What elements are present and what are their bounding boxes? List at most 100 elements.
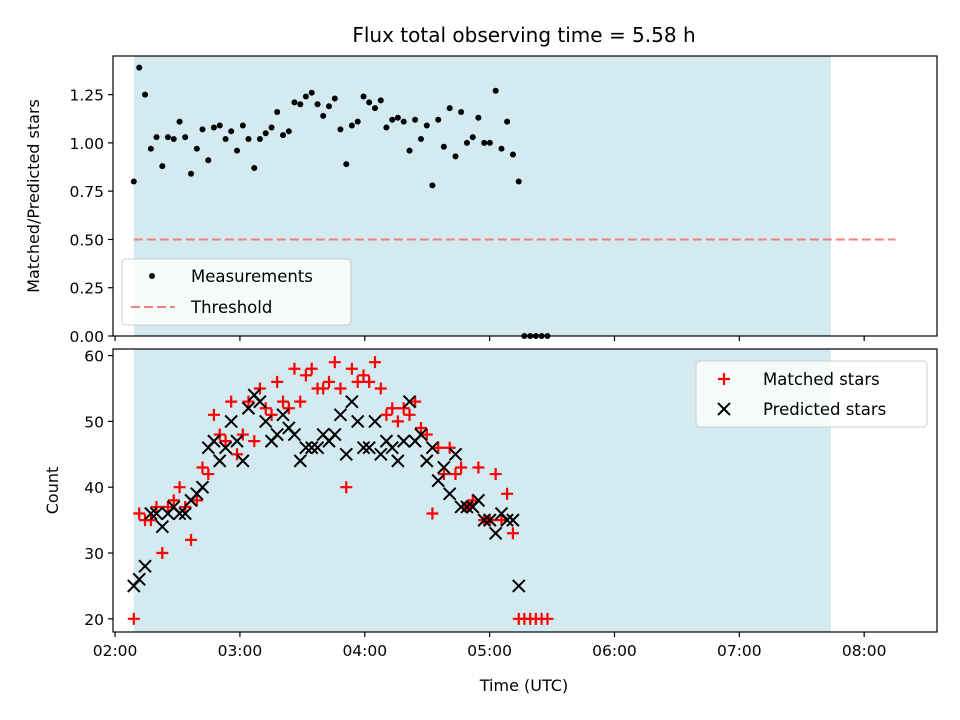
legend-matched-label: Matched stars [763,370,880,389]
measurement-point [509,151,516,158]
predicted-stars-point [448,447,463,462]
matched-stars-point [190,494,203,507]
measurement-point [302,93,309,100]
measurement-point [142,91,149,98]
matched-stars-point [420,428,433,441]
matched-stars-point [225,395,238,408]
measurement-point [429,182,436,189]
matched-stars-point [248,435,261,448]
measurement-point [435,116,442,123]
measurement-point [504,118,511,125]
predicted-stars-point [195,480,210,494]
top-axes-frame [112,55,938,337]
top-y-axis-label: Matched/Predicted stars [24,99,43,293]
measurement-point [354,118,361,125]
measurement-point [320,112,327,119]
measurement-point [188,170,195,177]
predicted-stars-point [287,427,302,442]
matched-stars-point [495,514,508,527]
measurement-point [182,134,189,141]
measurement-point [423,122,430,129]
measurement-point [268,124,275,131]
predicted-stars-point [368,414,382,429]
measurement-point [360,93,367,100]
measurement-points [130,64,551,339]
matched-stars-points [127,356,554,625]
predicted-stars-point [213,454,227,468]
matched-stars-point [236,428,249,441]
measurement-point [291,99,298,106]
x-tick-label: 07:00 [717,642,762,660]
predicted-stars-point [241,401,256,415]
predicted-stars-point [488,526,503,540]
predicted-stars-point [425,441,440,455]
top-y-tick-label: 0.75 [69,183,104,201]
matched-stars-point [317,382,330,395]
legend-predicted-label: Predicted stars [763,400,886,419]
predicted-stars-point [437,460,451,475]
measurement-point [348,122,355,129]
bottom-y-tick-label: 40 [84,479,104,497]
matched-stars-point [414,421,427,434]
bottom-legend: Matched stars Predicted stars [695,360,928,428]
matched-stars-point [253,382,266,395]
measurement-point [262,130,269,137]
matched-stars-point [391,415,404,428]
count-panel: 20 30 40 50 60 02:00 03:00 04:00 05:00 06:00 07:0… [43,348,938,695]
measurement-point [458,109,465,115]
measurement-point [492,87,499,94]
measurement-point [245,136,252,143]
measurement-point [377,97,384,104]
matched-stars-point [265,408,278,421]
predicted-stars-points [127,388,526,593]
matched-stars-point [501,487,514,500]
predicted-stars-point [218,441,233,455]
measurement-point [210,124,217,131]
measurement-point [331,95,338,102]
measurement-point [222,136,229,143]
predicted-stars-point [155,519,170,534]
measurement-point [371,105,378,112]
measurement-point [412,116,419,123]
matched-stars-point [380,408,393,421]
measurement-point [389,116,396,123]
bottom-y-tick-label: 50 [84,413,104,431]
measurement-point [440,143,447,150]
measurement-point [394,114,401,121]
matched-stars-point [328,356,341,369]
predicted-stars-point [471,493,486,508]
measurement-point [475,114,482,121]
predicted-stars-point [333,408,348,422]
matched-stars-point [386,402,399,415]
top-y-tick-label: 0.50 [69,231,104,249]
matched-stars-point [432,441,445,454]
matched-stars-point [409,395,422,408]
x-axis-label: Time (UTC) [479,676,568,695]
matched-stars-point [322,375,335,388]
predicted-stars-point [138,559,152,573]
predicted-stars-point [391,454,405,468]
measurement-point [256,136,263,143]
predicted-stars-point [253,394,267,409]
matched-stars-point [167,494,180,507]
predicted-stars-point [500,513,514,527]
predicted-stars-point [420,454,434,468]
ratio-panel: 0.00 0.25 0.50 0.75 1.00 1.25 Matched/Predict… [24,55,938,346]
predicted-stars-point [270,427,284,442]
matched-stars-point [242,395,255,408]
predicted-stars-point [385,441,399,455]
matched-stars-point [506,527,519,540]
bottom-y-tick-label: 60 [84,348,104,366]
matched-stars-point [357,369,370,382]
matched-stars-point [219,435,232,448]
matched-stars-point [173,481,186,494]
matched-stars-point [299,369,312,382]
measurement-point [446,105,453,112]
measurement-point [337,126,344,133]
predicted-stars-point [144,506,158,521]
legend-measurements-label: Measurements [191,267,313,286]
measurement-point [234,147,241,154]
matched-stars-point [466,494,479,507]
predicted-stars-point [345,394,359,409]
